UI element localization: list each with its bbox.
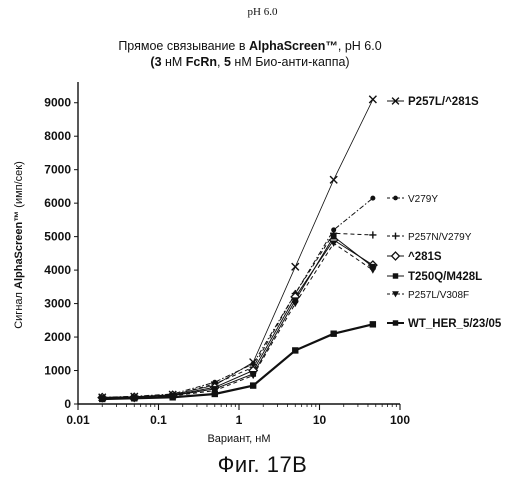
legend-label: P257L/^281S xyxy=(408,96,479,108)
chart-markers xyxy=(98,96,377,402)
data-point-t250q-m428l xyxy=(331,234,337,240)
legend-label: P257N/V279Y xyxy=(408,232,472,243)
data-point-p257l-281s xyxy=(330,176,337,183)
legend-marker xyxy=(392,252,400,260)
y-axis-label: Сигнал AlphaScreen™ (имп/сек) xyxy=(13,161,25,329)
data-point-p257l-281s xyxy=(292,263,299,270)
x-tick-label: 1 xyxy=(236,413,243,427)
x-tick-label: 0.1 xyxy=(150,413,167,427)
legend-marker xyxy=(392,233,399,240)
data-point-p257l-281s xyxy=(369,96,376,103)
legend-item-wt-her-5-23-05: WT_HER_5/23/05 xyxy=(387,318,502,330)
y-tick-label: 8000 xyxy=(44,129,71,143)
series-line-p257l-281s xyxy=(102,99,373,397)
legend-item-v279y: V279Y xyxy=(387,194,438,205)
legend-item-p257n-v279y: P257N/V279Y xyxy=(387,232,472,243)
y-tick-label: 1000 xyxy=(44,364,71,378)
legend-item-p257l-v308f: P257L/V308F xyxy=(387,290,469,301)
data-point-p257n-v279y xyxy=(369,231,376,238)
y-tick-label: 4000 xyxy=(44,263,71,277)
data-point-wt-her-5-23-05 xyxy=(212,391,218,397)
legend-marker xyxy=(393,320,398,325)
series-line-281s xyxy=(102,240,373,398)
legend-marker xyxy=(393,196,398,201)
legend-item-t250q-m428l: T250Q/M428L xyxy=(387,271,482,283)
data-point-wt-her-5-23-05 xyxy=(99,396,105,402)
data-point-wt-her-5-23-05 xyxy=(292,347,298,353)
legend-label: P257L/V308F xyxy=(408,290,469,301)
data-point-p257l-v308f xyxy=(369,267,376,273)
series-line-p257n-v279y xyxy=(102,233,373,397)
y-tick-label: 6000 xyxy=(44,196,71,210)
data-point-wt-her-5-23-05 xyxy=(131,395,137,401)
y-tick-label: 9000 xyxy=(44,96,71,110)
y-tick-label: 3000 xyxy=(44,297,71,311)
y-axis-label-brand: AlphaScreen™ xyxy=(13,211,25,289)
legend-item-p257l-281s: P257L/^281S xyxy=(387,96,479,108)
legend-marker xyxy=(393,273,398,278)
y-tick-label: 0 xyxy=(64,397,71,411)
legend-label: ^281S xyxy=(408,251,442,263)
series-line-t250q-m428l xyxy=(102,237,373,398)
y-tick-label: 7000 xyxy=(44,163,71,177)
x-tick-label: 10 xyxy=(313,413,327,427)
legend-item-281s: ^281S xyxy=(387,251,442,263)
y-tick-label: 5000 xyxy=(44,230,71,244)
y-axis-label-prefix: Сигнал xyxy=(13,289,25,329)
chart-legend: P257L/^281S V279Y P257N/V279Y ^281S T250Q/M4… xyxy=(387,96,502,330)
x-axis-label: Вариант, нМ xyxy=(207,433,270,445)
x-tick-label: 100 xyxy=(390,413,410,427)
figure-caption: Фиг. 17B xyxy=(0,452,525,478)
y-tick-label: 2000 xyxy=(44,330,71,344)
data-point-v279y xyxy=(370,196,375,201)
chart-series-lines xyxy=(102,99,373,399)
x-tick-label: 0.01 xyxy=(66,413,90,427)
y-axis-label-suffix: (имп/сек) xyxy=(13,161,25,211)
legend-label: T250Q/M428L xyxy=(408,271,482,283)
data-point-wt-her-5-23-05 xyxy=(169,394,175,400)
legend-label: WT_HER_5/23/05 xyxy=(408,318,502,330)
legend-label: V279Y xyxy=(408,194,438,205)
data-point-wt-her-5-23-05 xyxy=(370,321,376,327)
series-line-p257l-v308f xyxy=(102,243,373,398)
data-point-wt-her-5-23-05 xyxy=(330,331,336,337)
data-point-wt-her-5-23-05 xyxy=(250,382,256,388)
